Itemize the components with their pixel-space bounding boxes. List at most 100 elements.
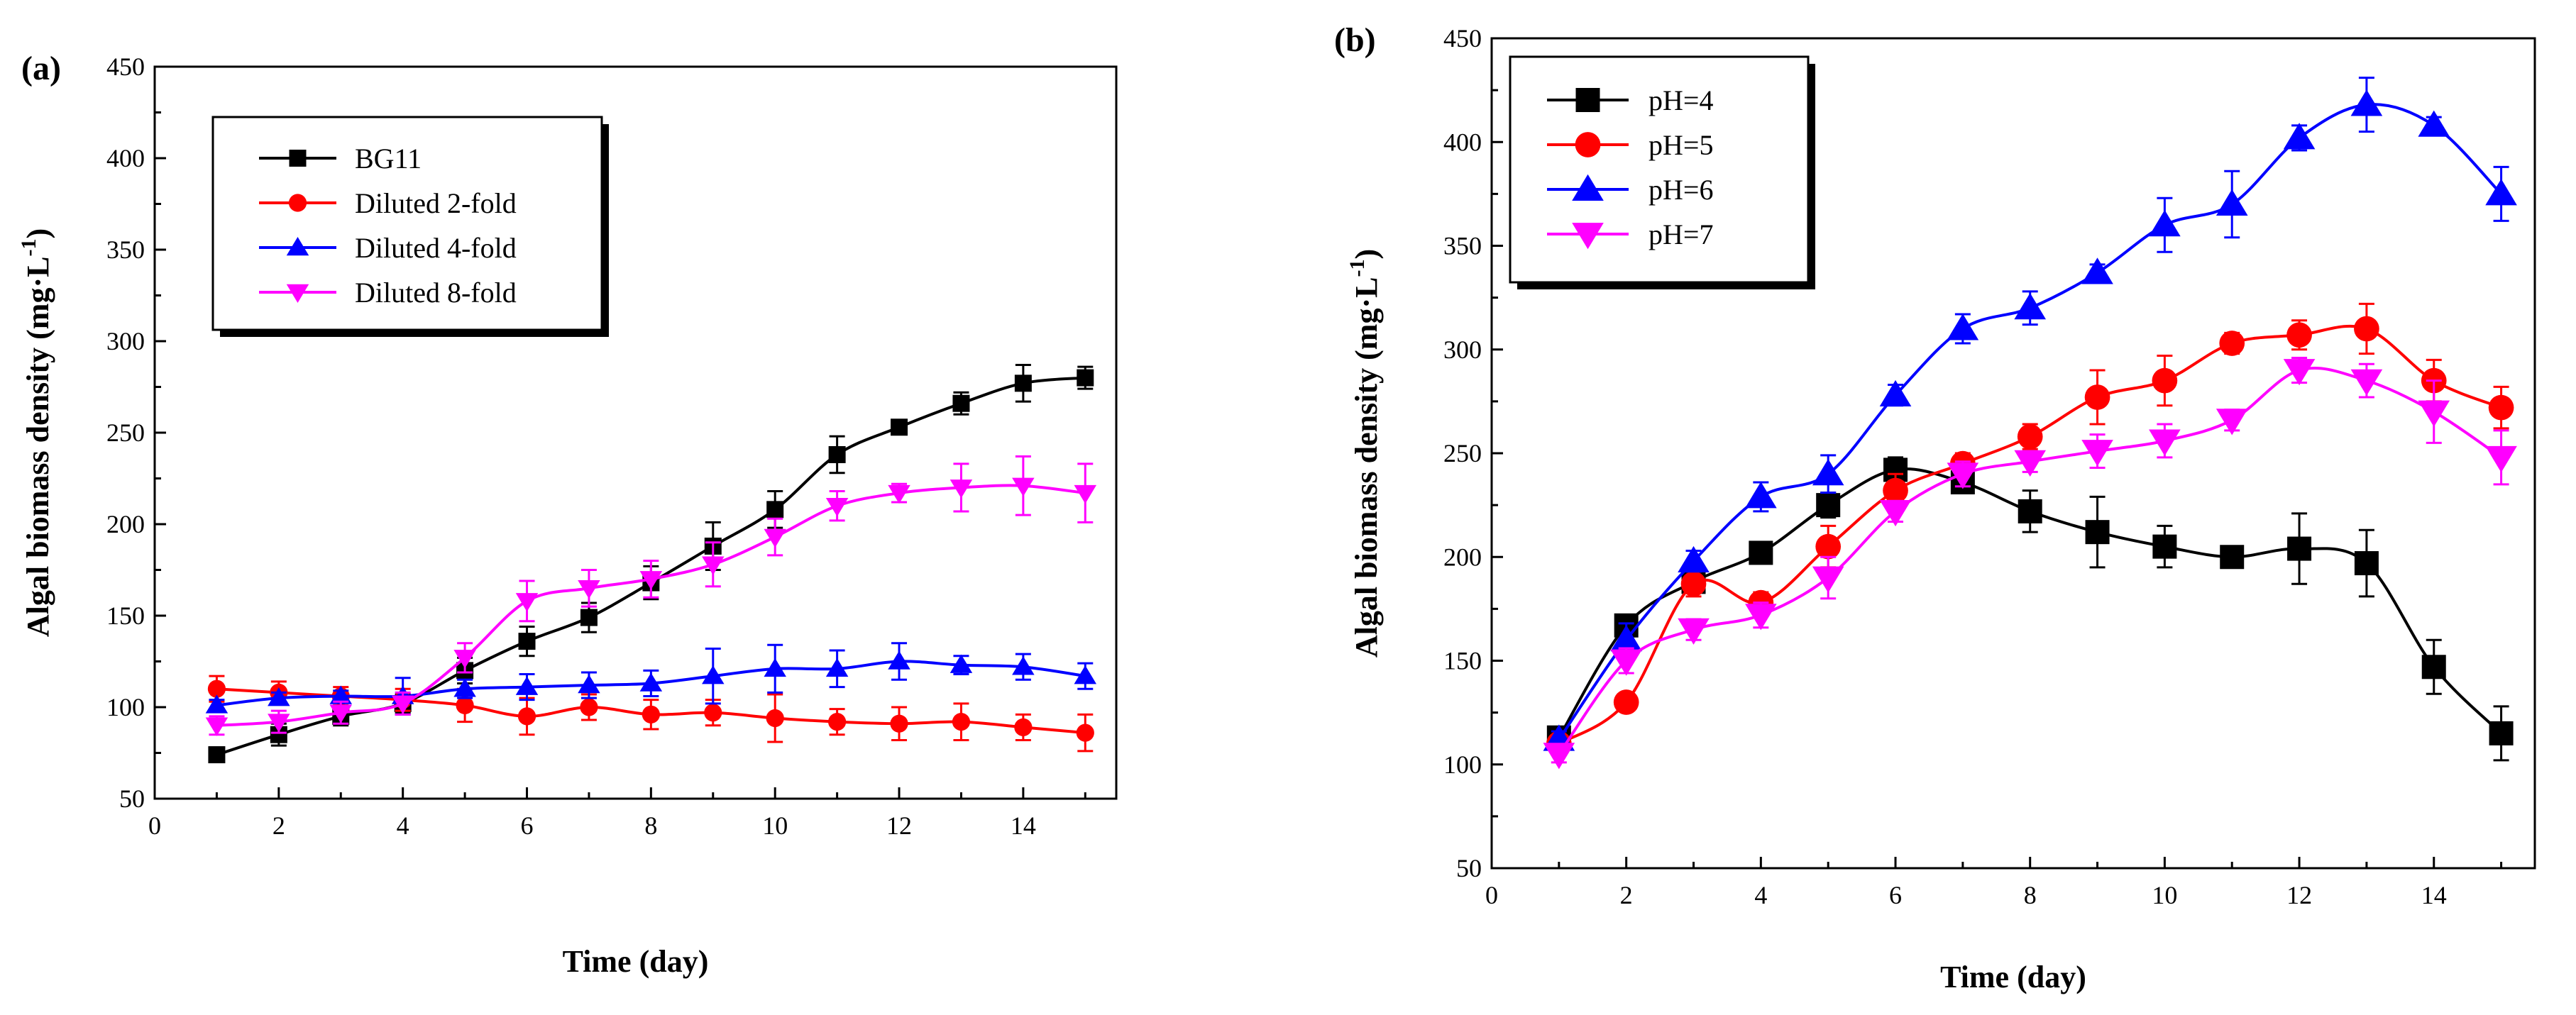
panel-a-data-point [888, 650, 910, 670]
panel-b-data-point [1543, 743, 1575, 770]
panel-b-data-point [2354, 551, 2379, 576]
panel-a-data-point [1074, 665, 1097, 684]
panel-b-x-tick-label: 14 [2421, 881, 2447, 909]
panel-a-legend-entry: Diluted 4-fold [259, 232, 517, 264]
panel-a-legend: BG11 Diluted 2-fold Diluted 4-fold Diluted … [211, 116, 609, 337]
panel-b-data-point [1745, 604, 1777, 631]
panel-a-y-tick-label: 100 [106, 693, 145, 721]
panel-b-data-point [1613, 689, 1639, 715]
panel-a-legend-label: Diluted 2-fold [355, 187, 517, 219]
panel-b-data-point [2418, 400, 2450, 427]
panel-b-legend-entry: pH=6 [1547, 174, 1713, 206]
panel-a-x-tick-label: 0 [148, 811, 161, 840]
panel-a-y-axis-title-main: Algal biomass density (mg·L [21, 257, 55, 638]
panel-b-y-tick-label: 250 [1443, 439, 1482, 467]
panel-a-x-tick-label: 2 [273, 811, 285, 840]
panel-b-data-point [1947, 314, 1979, 340]
panel-a-data-point [456, 696, 474, 715]
panel-b-data-point [2149, 429, 2181, 456]
panel-b-data-point [2081, 440, 2113, 467]
panel-a-data-point [1014, 375, 1032, 392]
panel-a-x-tick-label: 14 [1011, 811, 1036, 840]
panel-a-data-point [950, 479, 973, 499]
panel-a-data-point [578, 675, 600, 694]
panel-a-data-point [828, 445, 846, 463]
panel-a-data-point [890, 714, 908, 733]
panel-b-data-point [2017, 423, 2043, 450]
panel-b-legend-label: pH=7 [1648, 218, 1713, 250]
panel-a-x-axis-title: Time (day) [563, 944, 709, 979]
panel-a-y-axis-title-close: ) [21, 228, 55, 239]
panel-a-series-diluted-8-fold [205, 455, 1097, 736]
panel-a-data-point [952, 713, 971, 731]
panel-b-y-tick-label: 450 [1443, 24, 1482, 52]
panel-b-y-axis-title-exponent: -1 [1345, 260, 1369, 277]
panel-b-data-point [2014, 450, 2047, 477]
panel-b-data-point [1610, 625, 1642, 652]
panel-a-data-point [825, 658, 849, 677]
panel-a-y-tick-label: 50 [119, 784, 145, 813]
panel-b-legend-marker [1572, 174, 1604, 201]
panel-a-data-point [515, 676, 539, 695]
panel-a-y-axis-title-exponent: -1 [17, 239, 40, 257]
panel-a-legend-marker [286, 237, 309, 256]
panel-a-data-point [515, 593, 539, 612]
panel-a-data-point [268, 714, 290, 733]
panel-b-y-tick-label: 150 [1443, 647, 1482, 675]
panel-b-data-point [1610, 649, 1642, 676]
panel-b-data-point [2489, 721, 2514, 745]
panel-b-data-point [2216, 409, 2248, 436]
panel-b-legend-entry: pH=4 [1547, 84, 1713, 116]
panel-b-data-point [2084, 384, 2110, 410]
panel-b-y-tick-label: 100 [1443, 750, 1482, 779]
panel-b-data-point [1678, 545, 1710, 573]
panel-a-y-tick-label: 300 [106, 327, 145, 355]
panel-a-data-point [205, 694, 229, 714]
panel-a-data-point [453, 650, 476, 669]
panel-b-data-point [2354, 316, 2379, 342]
panel-b-data-point [2283, 123, 2316, 150]
panel-b-data-point [2485, 445, 2517, 473]
panel-a-data-point [888, 484, 910, 504]
panel-b-label: (b) [1334, 21, 1376, 59]
panel-b-legend-label: pH=5 [1648, 129, 1713, 161]
panel-b-data-point [1749, 540, 1773, 565]
panel-b-data-point [1879, 379, 1912, 407]
panel-a-legend-entry: BG11 [259, 143, 422, 174]
panel-a-x-tick-label: 6 [521, 811, 534, 840]
panel-a-data-point [207, 680, 226, 698]
panel-b-data-point [1815, 533, 1842, 560]
panel-a-data-point [764, 528, 786, 548]
panel-b-data-point [1812, 566, 1844, 593]
panel-a-x-tick-label: 12 [886, 811, 912, 840]
panel-b-x-tick-label: 8 [2024, 881, 2037, 909]
panel-a-data-point [208, 746, 226, 764]
panel-a-data-point [517, 707, 536, 726]
panel-a-legend-marker [289, 150, 307, 167]
panel-a-label: (a) [21, 50, 61, 87]
panel-b-data-point [1812, 459, 1844, 486]
panel-b-y-tick-label: 350 [1443, 232, 1482, 260]
panel-b-legend-box [1509, 55, 1810, 284]
panel-b-x-tick-label: 10 [2152, 881, 2177, 909]
panel-a-data-point [891, 418, 908, 436]
panel-a-data-point [1014, 718, 1033, 736]
panel-a-y-tick-label: 450 [106, 52, 145, 81]
panel-a-data-point [580, 609, 598, 626]
panel-a-data-point [578, 580, 600, 599]
panel-b-y-axis-title-main: Algal biomass density (mg·L [1349, 277, 1384, 658]
panel-b-data-point [2018, 499, 2042, 523]
panel-b-legend-marker [1572, 223, 1604, 250]
panel-a-data-point [205, 717, 229, 736]
panel-a-y-tick-label: 250 [106, 418, 145, 447]
panel-a-data-point [764, 658, 786, 677]
panel-a-legend-label: BG11 [355, 143, 422, 174]
panel-b-data-point [1879, 499, 1912, 527]
panel-a-series-diluted-4-fold [205, 642, 1097, 716]
panel-a-data-point [391, 695, 414, 714]
panel-a-y-axis-title: Algal biomass density (mg·L-1) [17, 228, 55, 637]
panel-b-x-tick-label: 2 [1620, 881, 1633, 909]
panel-b-data-point [2220, 545, 2245, 570]
panel-a-data-point [453, 678, 476, 697]
